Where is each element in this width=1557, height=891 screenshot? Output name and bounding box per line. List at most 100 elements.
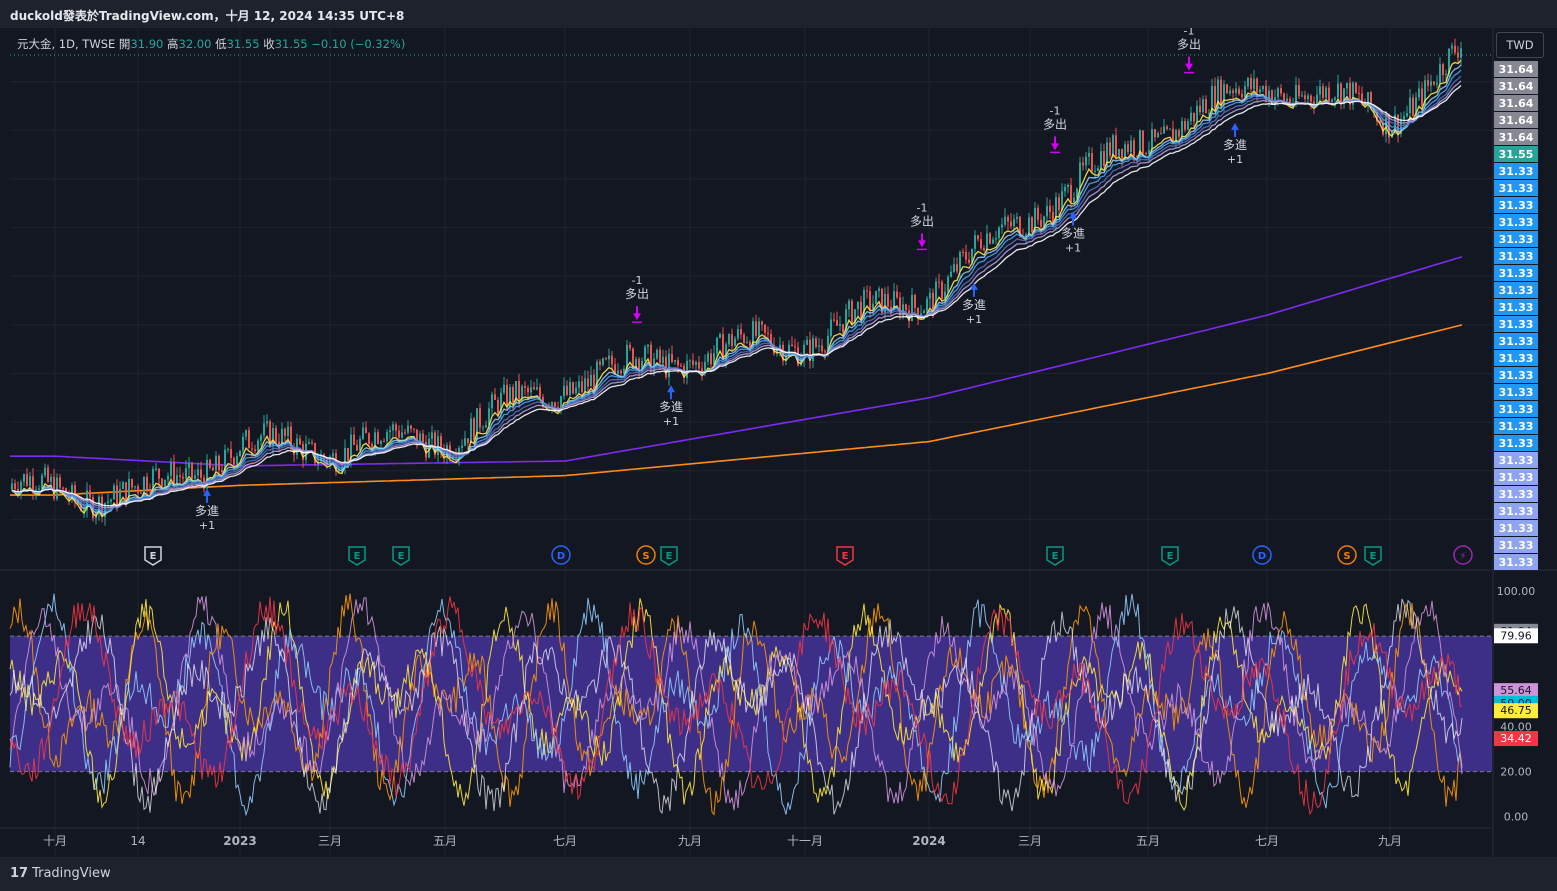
oscillator-value-label	[1494, 628, 1538, 644]
candle-body	[710, 353, 712, 365]
candle-body	[284, 428, 286, 437]
candle-body	[563, 385, 565, 397]
candle-body	[1400, 119, 1402, 135]
event-marker[interactable]	[1453, 545, 1473, 565]
candle-body	[473, 418, 475, 441]
candle-body	[1319, 86, 1321, 95]
candle-body	[53, 476, 55, 499]
event-marker-letter: D	[1258, 551, 1266, 562]
candle-body	[677, 360, 679, 366]
candle-body	[1097, 168, 1099, 171]
candle-body	[122, 482, 124, 489]
buy-signal[interactable]	[667, 385, 675, 400]
symbol-name[interactable]: 元大金, 1D, TWSE	[17, 37, 116, 51]
candle-body	[956, 264, 958, 272]
tradingview-logo[interactable]: 17 TradingView	[10, 866, 111, 881]
low-label: 低	[215, 37, 227, 51]
candle-body	[50, 476, 52, 482]
price-label-box	[1494, 180, 1538, 196]
candle-body	[1103, 151, 1105, 167]
price-label-box	[1494, 503, 1538, 519]
candle-body	[632, 348, 634, 367]
low-value: 31.55	[226, 37, 260, 51]
candle-body	[1139, 130, 1141, 157]
oscillator-line	[9, 596, 1463, 811]
price-label-box	[1494, 265, 1538, 281]
candle-body	[74, 485, 76, 501]
candle-body	[854, 309, 856, 325]
candle-body	[569, 382, 571, 395]
event-marker[interactable]	[1252, 545, 1272, 565]
candle-body	[1334, 97, 1336, 100]
candle-body	[485, 425, 487, 428]
candle-body	[395, 424, 397, 431]
candle-body	[47, 467, 49, 482]
event-marker-letter: S	[1343, 551, 1350, 562]
sell-arrow-icon	[1185, 56, 1193, 71]
price-label-text: 31.33	[1499, 471, 1534, 484]
candle-body	[452, 456, 454, 459]
buy-signal[interactable]	[1069, 211, 1077, 226]
candle-body	[1307, 95, 1309, 100]
price-label	[1494, 129, 1538, 145]
candle-body	[737, 329, 739, 339]
moving-average-long	[10, 256, 1463, 467]
candle-body	[419, 433, 421, 445]
price-label-box	[1494, 146, 1538, 162]
event-marker[interactable]	[551, 545, 571, 565]
candle-body	[809, 339, 811, 361]
candle-body	[1016, 216, 1018, 220]
buy-signal[interactable]	[1231, 122, 1239, 137]
candle-body	[1175, 130, 1177, 143]
candle-body	[1040, 219, 1042, 227]
candle-body	[1151, 129, 1153, 150]
candle-body	[140, 492, 142, 494]
price-label	[1494, 78, 1538, 94]
price-label-box	[1494, 214, 1538, 230]
event-marker[interactable]	[144, 546, 162, 566]
price-label	[1494, 503, 1538, 519]
event-marker[interactable]	[1337, 545, 1357, 565]
event-marker[interactable]	[1161, 546, 1179, 566]
oscillator-value-label	[1494, 683, 1538, 699]
event-marker[interactable]	[348, 546, 366, 566]
candle-body	[665, 356, 667, 378]
candle-body	[221, 470, 223, 473]
event-marker[interactable]	[636, 545, 656, 565]
candle-body	[875, 291, 877, 304]
sell-signal[interactable]	[1184, 56, 1194, 74]
price-label	[1494, 248, 1538, 264]
moving-average-short	[11, 69, 1462, 513]
candle-body	[230, 449, 232, 458]
candle-body	[689, 360, 691, 362]
price-label-text: 31.33	[1499, 437, 1534, 450]
candle-body	[56, 477, 58, 499]
candle-body	[734, 338, 736, 346]
candle-body	[1325, 87, 1327, 98]
candle-body	[1376, 112, 1378, 122]
event-marker[interactable]	[1046, 546, 1064, 566]
sell-signal[interactable]	[632, 306, 642, 323]
buy-signal[interactable]	[203, 488, 211, 503]
candle-body	[815, 338, 817, 347]
candle-body	[1061, 191, 1063, 211]
chart-frame[interactable]: 多進 +1 -1 多出 多進 +1 -1 多出 多進 +1 -1 多出 多進 +1 -1 多出 多進 +1 E E E D…	[0, 28, 1557, 857]
price-label-text: 31.33	[1499, 301, 1534, 314]
candle-body	[740, 329, 742, 335]
candle-body	[134, 486, 136, 488]
sell-signal[interactable]	[917, 233, 927, 251]
event-marker[interactable]	[836, 546, 854, 566]
candle-body	[1190, 112, 1192, 122]
currency-button[interactable]: TWD	[1496, 32, 1544, 58]
moving-average-short	[11, 80, 1462, 509]
candle-body	[1196, 105, 1198, 122]
price-label	[1494, 486, 1538, 502]
candle-body	[764, 324, 766, 333]
event-marker[interactable]	[660, 546, 678, 566]
price-label	[1494, 350, 1538, 366]
event-marker[interactable]	[1364, 546, 1382, 566]
sell-signal[interactable]	[1050, 136, 1060, 154]
event-marker[interactable]	[392, 546, 410, 566]
buy-signal[interactable]	[970, 282, 978, 297]
